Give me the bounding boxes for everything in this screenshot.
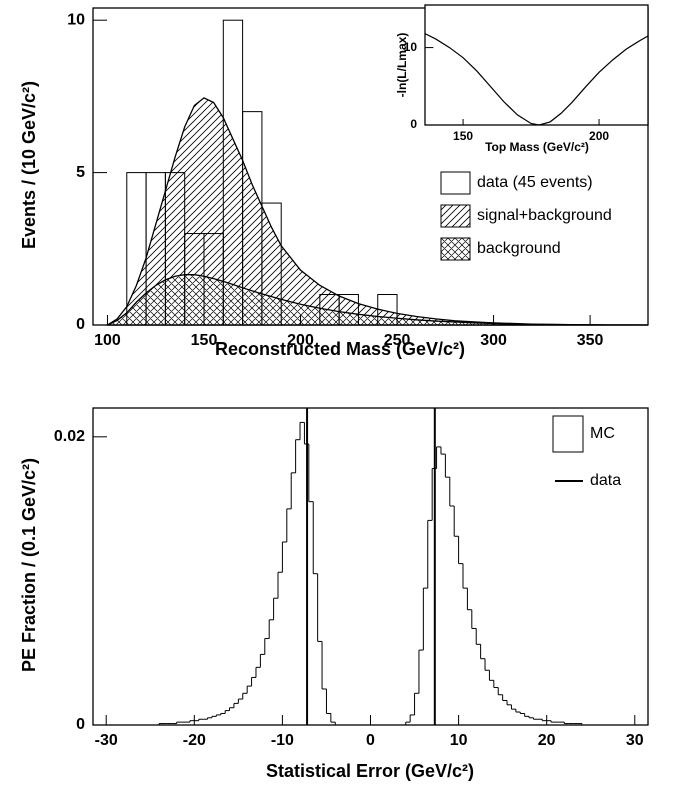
y-axis-title: PE Fraction / (0.1 GeV/c²) (19, 458, 39, 672)
y-tick-label: 0.02 (54, 428, 85, 445)
legend-swatch (440, 171, 471, 195)
x-axis-title: Reconstructed Mass (GeV/c²) (215, 339, 465, 359)
inset-background (425, 5, 648, 125)
y-axis-title: Events / (10 GeV/c²) (19, 81, 39, 249)
legend-swatch (440, 237, 471, 261)
x-tick-label: 150 (191, 332, 218, 349)
x-tick-label: 200 (287, 332, 314, 349)
y-tick-label: 0 (76, 316, 85, 333)
plot-frame (92, 407, 649, 726)
x-tick-label: -20 (183, 732, 206, 749)
legend-label: MC (590, 425, 615, 442)
y-tick-label: 10 (404, 40, 418, 54)
x-tick-label: 250 (384, 332, 411, 349)
y-tick-label: 10 (67, 11, 85, 28)
x-axis-title: Statistical Error (GeV/c²) (266, 761, 474, 781)
x-tick-label: -30 (95, 732, 118, 749)
legend-label: background (477, 240, 561, 257)
legend-label: data (45 events) (477, 174, 593, 191)
x-axis-title: Top Mass (GeV/c²) (485, 140, 589, 154)
x-tick-label: 200 (589, 129, 609, 143)
x-tick-label: 10 (450, 732, 468, 749)
plot-frame (92, 7, 649, 326)
y-tick-label: 5 (76, 164, 85, 181)
plot-frame (424, 4, 649, 126)
x-tick-label: 100 (94, 332, 121, 349)
x-tick-label: 0 (366, 732, 375, 749)
legend-swatch (552, 415, 584, 453)
x-tick-label: -10 (271, 732, 294, 749)
legend-swatch (440, 204, 471, 228)
x-tick-label: 300 (480, 332, 507, 349)
x-tick-label: 30 (626, 732, 644, 749)
x-tick-label: 150 (453, 129, 473, 143)
y-tick-label: 0 (410, 117, 417, 131)
y-axis-title: -ln(L/Lmax) (395, 33, 409, 98)
x-tick-label: 350 (577, 332, 604, 349)
legend-label: data (590, 472, 621, 489)
legend-label: signal+background (477, 207, 612, 224)
x-tick-label: 20 (538, 732, 556, 749)
y-tick-label: 0 (76, 716, 85, 733)
